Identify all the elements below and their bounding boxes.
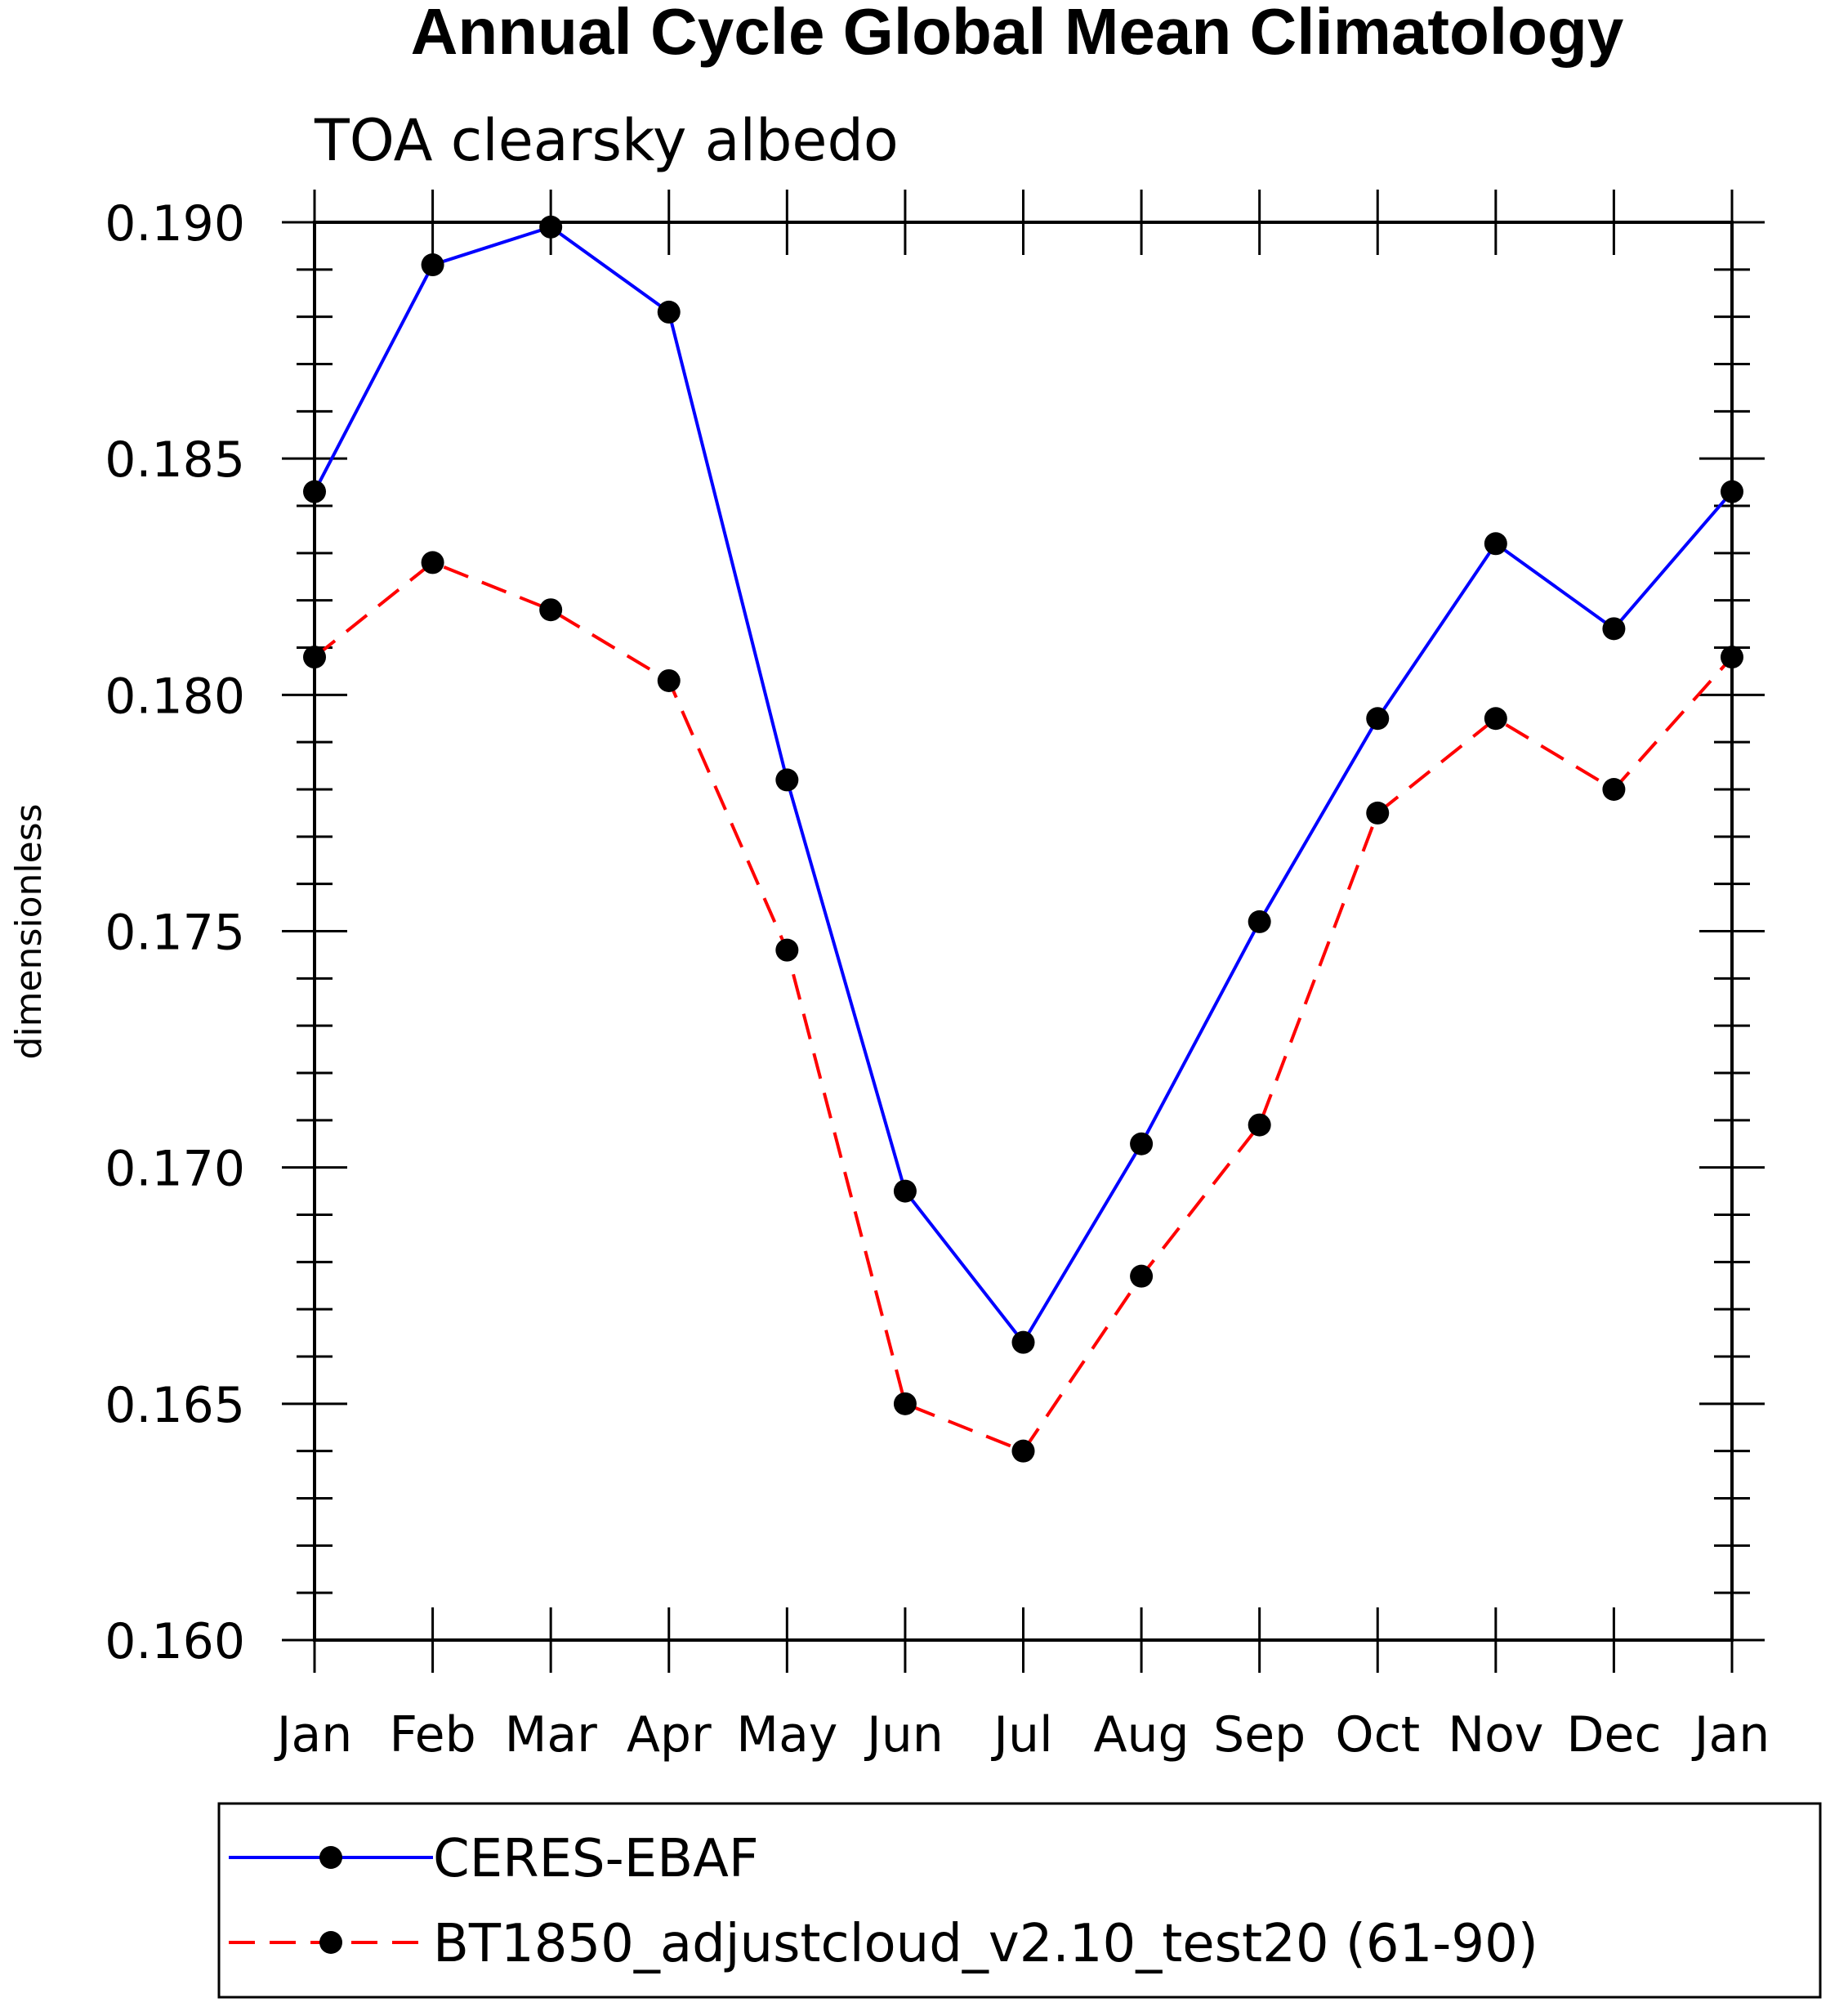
data-point-bt1850-adjustcloud-v2-10-test20-61-90 bbox=[1248, 1113, 1271, 1137]
data-point-bt1850-adjustcloud-v2-10-test20-61-90 bbox=[1484, 707, 1507, 731]
legend-label-bt1850: BT1850_adjustcloud_v2.10_test20 (61-90) bbox=[433, 1914, 1538, 1974]
y-tick-label: 0.190 bbox=[105, 195, 245, 253]
data-point-ceres-ebaf bbox=[539, 215, 563, 239]
data-point-ceres-ebaf bbox=[775, 768, 799, 792]
data-point-ceres-ebaf bbox=[893, 1179, 917, 1203]
data-point-bt1850-adjustcloud-v2-10-test20-61-90 bbox=[657, 668, 681, 692]
data-point-bt1850-adjustcloud-v2-10-test20-61-90 bbox=[1130, 1264, 1154, 1288]
data-point-ceres-ebaf bbox=[1248, 910, 1271, 933]
y-tick-label: 0.180 bbox=[105, 668, 245, 725]
x-tick-label: Aug bbox=[1093, 1706, 1189, 1763]
data-point-ceres-ebaf bbox=[421, 253, 444, 277]
y-tick-label: 0.175 bbox=[105, 905, 245, 962]
data-point-bt1850-adjustcloud-v2-10-test20-61-90 bbox=[421, 551, 444, 574]
data-point-ceres-ebaf bbox=[657, 300, 681, 324]
x-tick-labels: Jan Feb Mar Apr May Jun Jul Aug Sep Oct Nov Dec Jan bbox=[274, 1706, 1770, 1763]
y-axis-label: dimensionless bbox=[8, 803, 50, 1059]
series-line-ceres-ebaf bbox=[313, 225, 1734, 1344]
data-point-bt1850-adjustcloud-v2-10-test20-61-90 bbox=[893, 1392, 917, 1415]
y-tick-labels: 0.160 0.165 0.170 0.175 0.180 0.185 0.190 bbox=[105, 195, 245, 1670]
x-tick-label: Oct bbox=[1335, 1706, 1420, 1763]
data-point-ceres-ebaf bbox=[1602, 617, 1626, 641]
x-tick-label: Jul bbox=[990, 1706, 1052, 1763]
series-line-bt1850-adjustcloud-v2-10-test20-61-90 bbox=[313, 561, 1734, 1453]
legend-marker-bt1850 bbox=[319, 1931, 342, 1954]
chart-subtitle: TOA clearsky albedo bbox=[314, 107, 899, 174]
y-tick-label: 0.165 bbox=[105, 1377, 245, 1434]
x-tick-label: Dec bbox=[1566, 1706, 1661, 1763]
x-tick-label: May bbox=[736, 1706, 837, 1763]
data-point-ceres-ebaf bbox=[1011, 1330, 1035, 1354]
data-point-ceres-ebaf bbox=[1130, 1132, 1154, 1155]
data-point-ceres-ebaf bbox=[1484, 532, 1507, 556]
data-point-bt1850-adjustcloud-v2-10-test20-61-90 bbox=[1602, 778, 1626, 801]
x-tick-label: Feb bbox=[389, 1706, 475, 1763]
x-tick-label: Nov bbox=[1448, 1706, 1543, 1763]
x-tick-label: Mar bbox=[505, 1706, 598, 1763]
chart-title: Annual Cycle Global Mean Climatology bbox=[411, 0, 1624, 68]
plot-frame bbox=[313, 221, 1734, 1642]
data-point-ceres-ebaf bbox=[1366, 707, 1390, 731]
x-tick-label: Jan bbox=[274, 1706, 353, 1763]
y-tick-label: 0.170 bbox=[105, 1141, 245, 1198]
x-tick-label: Jan bbox=[1691, 1706, 1770, 1763]
data-point-bt1850-adjustcloud-v2-10-test20-61-90 bbox=[1366, 801, 1390, 825]
data-point-bt1850-adjustcloud-v2-10-test20-61-90 bbox=[1011, 1439, 1035, 1463]
y-tick-label: 0.160 bbox=[105, 1613, 245, 1670]
legend-marker-ceres bbox=[319, 1846, 342, 1869]
x-tick-label: Jun bbox=[864, 1706, 944, 1763]
series-layer bbox=[303, 215, 1743, 1463]
legend-box bbox=[217, 1802, 1822, 1999]
legend: CERES-EBAF BT1850_adjustcloud_v2.10_test… bbox=[217, 1802, 1822, 1999]
x-tick-label: Apr bbox=[627, 1706, 712, 1763]
data-point-bt1850-adjustcloud-v2-10-test20-61-90 bbox=[539, 598, 563, 622]
x-tick-label: Sep bbox=[1213, 1706, 1306, 1763]
y-tick-label: 0.185 bbox=[105, 431, 245, 489]
legend-label-ceres: CERES-EBAF bbox=[433, 1829, 759, 1889]
data-point-bt1850-adjustcloud-v2-10-test20-61-90 bbox=[775, 938, 799, 962]
